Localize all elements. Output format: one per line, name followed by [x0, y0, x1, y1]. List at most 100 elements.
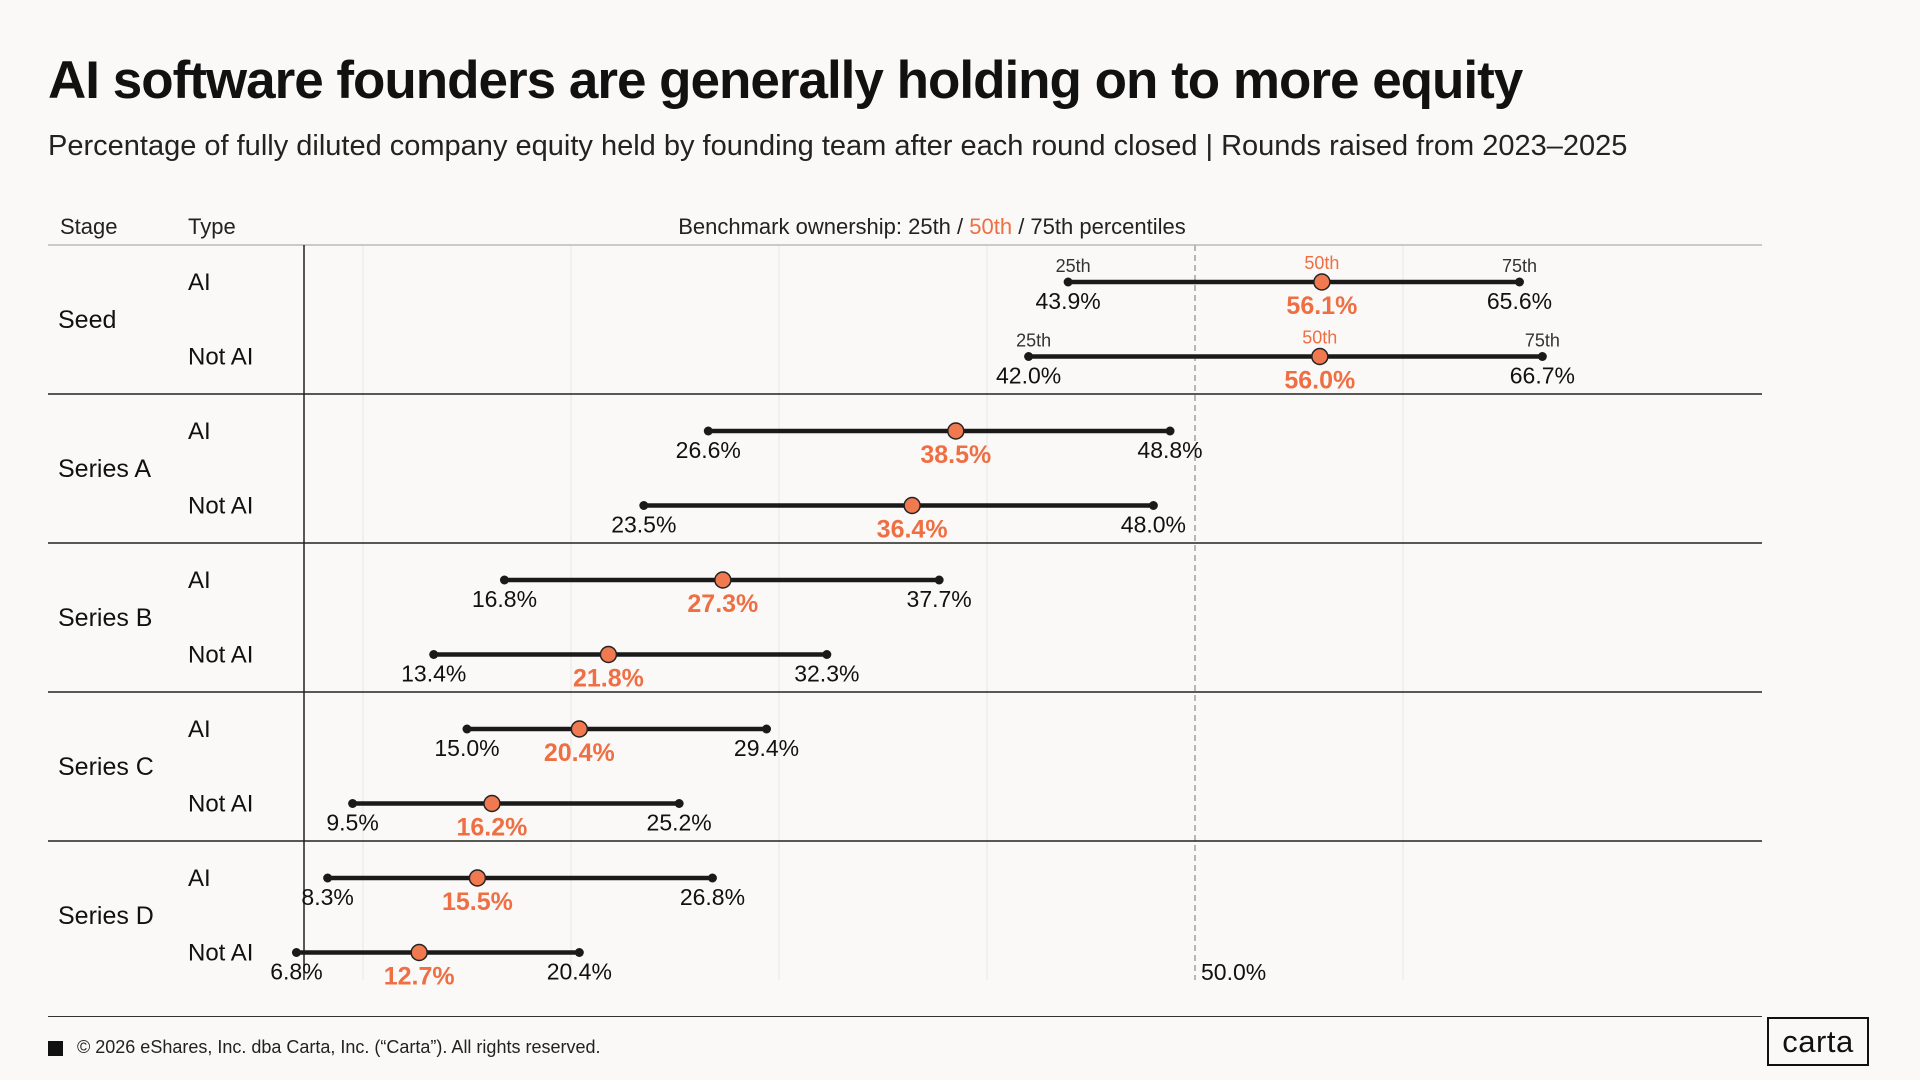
footer-square-icon: [48, 1041, 63, 1056]
median-dot: [599, 645, 618, 664]
median-label: 56.0%: [1284, 367, 1355, 395]
p25-dot: [462, 724, 472, 734]
p25-dot: [323, 873, 333, 883]
median-dot: [1313, 273, 1331, 291]
median-dot: [570, 720, 589, 738]
table-structure: Seed Series A Series B Series C Series D: [48, 244, 1762, 980]
reference-line-label: 50.0%: [1201, 959, 1266, 985]
p75-dot: [934, 575, 944, 585]
dumbbell-row: Not AI 6.8% 20.4% 12.7%: [188, 940, 612, 991]
type-label: AI: [188, 567, 211, 594]
median-label: 12.7%: [384, 963, 455, 991]
p75-dot: [1148, 501, 1158, 510]
stage-label: Seed: [58, 306, 116, 334]
median-dot: [483, 794, 501, 813]
type-label: AI: [188, 418, 211, 445]
copyright-text: © 2026 eShares, Inc. dba Carta, Inc. (“C…: [77, 1037, 601, 1057]
median-label: 20.4%: [544, 739, 615, 767]
p75-label: 26.8%: [680, 884, 745, 910]
stage-label: Series A: [58, 455, 151, 483]
p75-dot: [574, 948, 584, 957]
median-dot: [714, 571, 732, 589]
p25-label: 6.8%: [270, 959, 322, 985]
median-dot: [468, 869, 487, 887]
p75-label: 37.7%: [907, 586, 972, 612]
p75-label: 48.8%: [1137, 437, 1202, 463]
p75-dot: [674, 799, 684, 808]
p25-dot: [499, 575, 509, 585]
p75-dot: [707, 873, 717, 883]
type-label: Not AI: [188, 493, 253, 520]
p75-dot: [1537, 352, 1547, 361]
median-dot: [410, 943, 428, 962]
dumbbell-row: AI 26.6% 48.8% 38.5%: [188, 418, 1203, 469]
type-label: Not AI: [188, 344, 253, 371]
median-label: 27.3%: [687, 590, 758, 618]
median-dot: [1311, 347, 1329, 366]
stage-label: Series C: [58, 753, 154, 781]
dumbbell-chart: Stage Type Benchmark ownership: 25th / 5…: [48, 214, 1762, 991]
p25-tag: 25th: [1016, 331, 1051, 351]
p25-label: 16.8%: [472, 586, 537, 612]
p75-label: 65.6%: [1487, 288, 1552, 314]
p25-label: 43.9%: [1036, 288, 1101, 314]
dumbbell-row: AI 8.3% 26.8% 15.5%: [188, 865, 745, 916]
p75-label: 25.2%: [647, 810, 712, 836]
p25-label: 23.5%: [611, 512, 676, 538]
p75-tag: 75th: [1502, 256, 1537, 276]
p25-dot: [703, 426, 713, 436]
p25-dot: [348, 799, 358, 808]
dumbbell-row: Not AI 9.5% 25.2% 16.2%: [188, 791, 712, 842]
column-header-benchmark: Benchmark ownership: 25th / 50th / 75th …: [678, 214, 1186, 239]
type-label: Not AI: [188, 642, 253, 669]
p75-dot: [822, 650, 832, 659]
p25-dot: [1024, 352, 1034, 361]
benchmark-prefix: Benchmark ownership: 25th /: [678, 214, 969, 239]
median-label: 38.5%: [920, 441, 991, 469]
benchmark-suffix: / 75th percentiles: [1012, 214, 1186, 239]
p25-dot: [291, 948, 301, 957]
type-label: Not AI: [188, 791, 253, 818]
median-label: 16.2%: [457, 814, 528, 842]
p25-dot: [429, 650, 439, 659]
grid-layer: 50.0%: [362, 245, 1404, 985]
p25-label: 42.0%: [996, 363, 1061, 389]
p75-label: 29.4%: [734, 735, 799, 761]
type-label: Not AI: [188, 940, 253, 967]
p25-tag: 25th: [1056, 256, 1091, 276]
p75-label: 20.4%: [547, 959, 612, 985]
p50-tag: 50th: [1302, 328, 1337, 348]
carta-logo: carta: [1767, 1017, 1869, 1066]
dumbbell-row: AI 43.9% 65.6% 56.1% 25th 50th 75th: [188, 253, 1552, 320]
chart-title: AI software founders are generally holdi…: [48, 51, 1523, 110]
stage-label: Series D: [58, 902, 154, 930]
median-dot: [947, 422, 965, 440]
p25-label: 15.0%: [434, 735, 499, 761]
median-label: 21.8%: [573, 665, 644, 693]
p75-label: 66.7%: [1510, 363, 1575, 389]
median-label: 36.4%: [877, 516, 948, 544]
dumbbell-row: AI 15.0% 29.4% 20.4%: [188, 716, 799, 767]
type-label: AI: [188, 716, 211, 743]
column-header-type: Type: [188, 214, 236, 239]
dumbbell-row: Not AI 23.5% 48.0% 36.4%: [188, 493, 1186, 544]
p25-label: 13.4%: [401, 661, 466, 687]
dumbbell-row: Not AI 42.0% 66.7% 56.0% 25th 50th 75th: [188, 328, 1575, 395]
p75-dot: [1514, 277, 1524, 287]
p50-tag: 50th: [1304, 253, 1339, 273]
p75-dot: [762, 724, 772, 734]
footer-divider: [48, 1016, 1762, 1017]
data-rows: AI 43.9% 65.6% 56.1% 25th 50th 75th Not AI 42.0%…: [188, 253, 1575, 991]
p25-dot: [639, 501, 649, 510]
chart-subtitle: Percentage of fully diluted company equi…: [48, 130, 1628, 162]
type-label: AI: [188, 269, 211, 296]
stage-label: Series B: [58, 604, 152, 632]
p25-dot: [1063, 277, 1073, 287]
p75-dot: [1165, 426, 1175, 436]
p75-label: 32.3%: [794, 661, 859, 687]
dumbbell-row: Not AI 13.4% 32.3% 21.8%: [188, 642, 859, 693]
column-header-stage: Stage: [60, 214, 118, 239]
benchmark-mid: 50th: [969, 214, 1012, 239]
logo-text: carta: [1782, 1023, 1854, 1059]
median-label: 56.1%: [1286, 292, 1357, 320]
